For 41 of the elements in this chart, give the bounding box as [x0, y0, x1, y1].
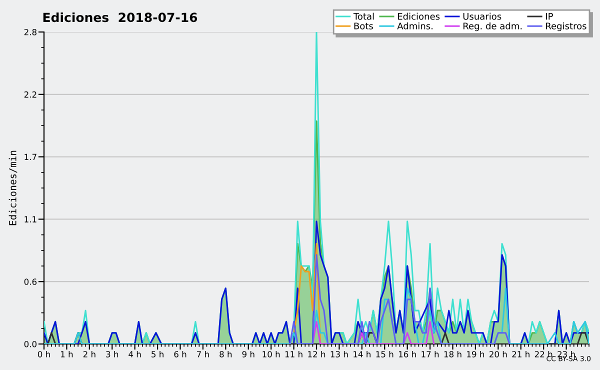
x-tick-label: 22 h: [534, 350, 552, 358]
x-tick-label: 0 h: [38, 350, 50, 358]
x-tick-label: 4 h: [128, 350, 141, 358]
x-tick-label: 13 h: [330, 350, 348, 358]
x-tick-label: 10 h: [262, 350, 280, 358]
x-tick-label: 3 h: [106, 350, 118, 358]
legend-label: Ediciones: [398, 12, 440, 20]
x-tick-label: 11 h: [285, 350, 302, 358]
chart-title: Ediciones 2018-07-16: [43, 12, 198, 22]
legend-label: Total: [353, 12, 374, 20]
x-tick-label: 6 h: [174, 350, 186, 358]
y-tick-label: 1.1: [24, 216, 36, 222]
x-tick-label: 1 h: [61, 350, 73, 358]
x-tick-label: 18 h: [444, 350, 462, 358]
y-tick-label: 0.0: [24, 340, 36, 348]
x-tick-label: 12 h: [308, 350, 326, 358]
y-tick-label: 0.6: [24, 278, 37, 285]
legend-label: Usuarios: [463, 12, 502, 20]
y-tick-label: 2.2: [24, 91, 36, 98]
x-tick-label: 14 h: [354, 350, 370, 358]
x-tick-label: 16 h: [398, 350, 416, 358]
x-tick-label: 21 h: [512, 350, 530, 358]
line-series: [289, 254, 510, 344]
x-tick-label: 17 h: [422, 350, 439, 358]
legend-label: IP: [546, 13, 553, 20]
legend-label: Reg. de adm.: [463, 22, 522, 32]
y-tick-label: 2.8: [24, 28, 36, 36]
x-tick-label: 23 h: [558, 350, 575, 358]
x-tick-label: 9 h: [242, 350, 254, 358]
legend-label: Bots: [354, 22, 373, 30]
legend-label: Admins.: [397, 22, 432, 30]
y-tick-label: 1.7: [24, 154, 36, 160]
x-tick-label: 19 h: [467, 350, 484, 358]
y-axis-title: Ediciones/min: [8, 150, 18, 226]
x-tick-label: 5 h: [152, 350, 164, 358]
legend-label: Registros: [546, 22, 586, 32]
x-tick-label: 20 h: [490, 350, 507, 358]
x-tick-label: 2 h: [83, 350, 96, 358]
x-tick-label: 8 h: [220, 350, 232, 358]
x-tick-label: 7 h: [197, 350, 209, 358]
x-tick-label: 15 h: [376, 350, 394, 358]
